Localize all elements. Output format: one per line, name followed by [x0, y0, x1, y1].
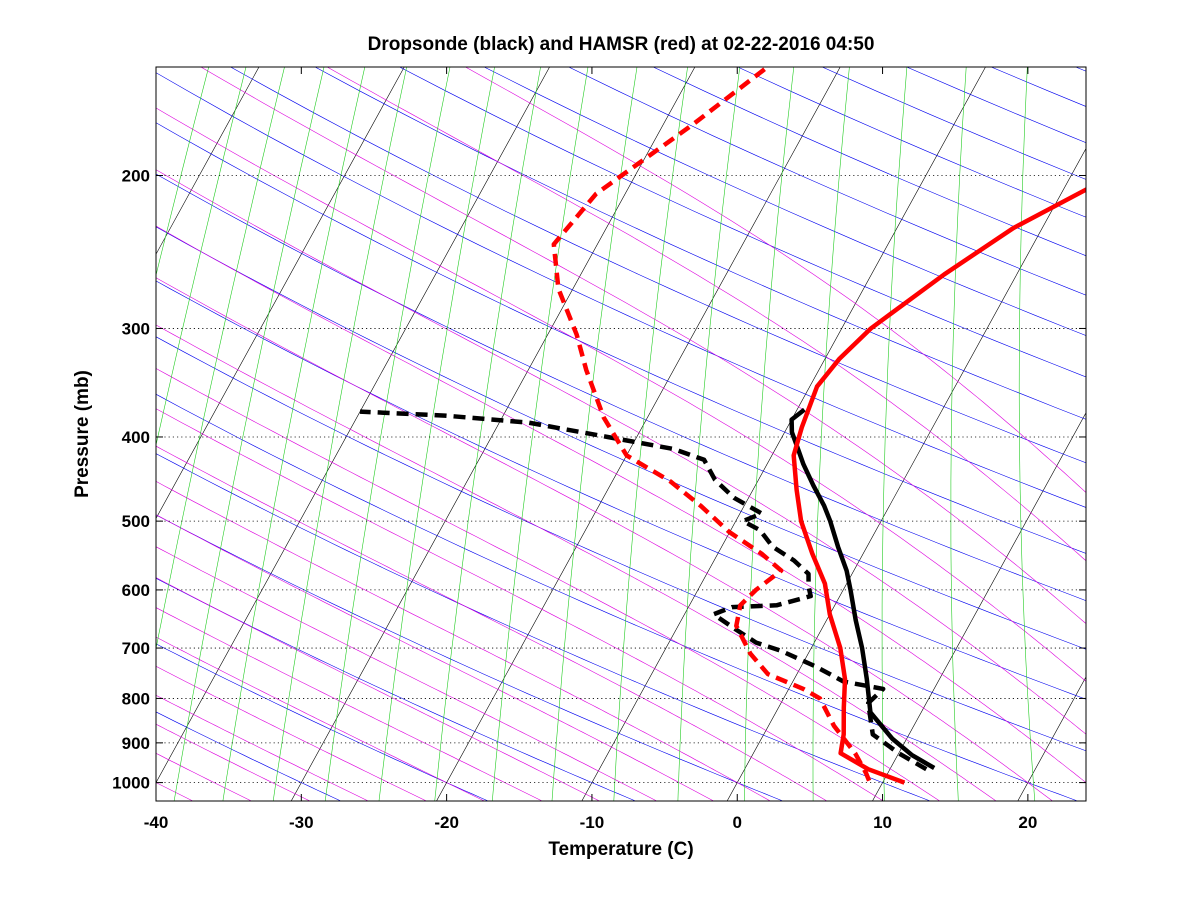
x-axis-label: Temperature (C) [548, 839, 693, 860]
hamsr-dewpoint-line [551, 67, 872, 782]
moist-adiabat-line [156, 225, 1086, 783]
mixing-ratio-line [744, 67, 795, 801]
y-axis-label: Pressure (mb) [72, 370, 93, 498]
moist-adiabat-line [200, 67, 1086, 625]
dry-adiabat-line [230, 67, 1086, 464]
moist-adiabat-line [156, 277, 1053, 801]
isotherm-line [872, 412, 1086, 801]
moist-adiabat-line [156, 694, 369, 801]
moist-adiabat-line [156, 169, 1086, 735]
isotherm-line [156, 67, 260, 255]
isotherm-line [156, 67, 550, 784]
y-tick-label: 700 [122, 639, 150, 658]
y-tick-label: 600 [122, 581, 150, 600]
moist-adiabat-line [156, 107, 1086, 682]
y-tick-label: 300 [122, 319, 150, 338]
isotherm-line [581, 67, 986, 801]
mixing-ratio-line [156, 67, 247, 447]
isotherm-line [290, 67, 696, 801]
y-tick-label: 900 [122, 734, 150, 753]
hamsr-temperature-line [791, 187, 1086, 785]
x-tick-label: -40 [144, 813, 169, 832]
x-tick-label: 20 [1018, 813, 1037, 832]
moist-adiabat-line [156, 607, 543, 801]
chart-title: Dropsonde (black) and HAMSR (red) at 02-… [368, 34, 875, 55]
dry-adiabat-line [399, 67, 1086, 378]
dry-adiabat-line [156, 643, 489, 801]
moist-adiabat-line [156, 577, 600, 801]
dry-adiabat-line [156, 711, 341, 801]
isotherm-line [726, 147, 1086, 801]
y-tick-label: 200 [122, 167, 150, 186]
x-tick-label: -30 [289, 813, 314, 832]
dry-adiabat-line [156, 173, 1086, 601]
dry-adiabat-line [156, 280, 1086, 700]
x-tick-label: 0 [733, 813, 742, 832]
x-tick-label: -10 [580, 813, 605, 832]
moist-adiabat-line [156, 546, 657, 801]
mixing-ratio-line [378, 67, 495, 801]
mixing-ratio-line [613, 67, 688, 801]
y-tick-label: 400 [122, 428, 150, 447]
moist-adiabat-line [156, 324, 997, 801]
plot-frame [155, 66, 1087, 802]
moist-adiabat-line [156, 445, 828, 801]
dropsonde-dewpoint-line [359, 409, 928, 772]
y-tick-label: 1000 [112, 774, 150, 793]
mixing-ratio-line [677, 67, 741, 801]
moist-adiabat-line [156, 723, 311, 801]
dry-adiabat-line [156, 122, 1086, 554]
moist-adiabat-line [156, 368, 940, 801]
data-series [359, 67, 1086, 785]
mixing-ratio-line [950, 67, 967, 801]
mixing-ratio-line [551, 67, 638, 801]
x-tick-label: -20 [434, 813, 459, 832]
y-tick-label: 800 [122, 689, 150, 708]
moist-adiabat-line [156, 665, 427, 801]
x-tick-label: 10 [873, 813, 892, 832]
moist-adiabat-line [465, 67, 1086, 493]
y-tick-label: 500 [122, 512, 150, 531]
moist-adiabat-line [156, 514, 714, 801]
isotherm-line [1017, 676, 1086, 801]
moist-adiabat-line [156, 408, 884, 801]
moist-adiabat-line [156, 481, 771, 801]
moist-adiabat-line [156, 636, 485, 801]
dry-adiabat-line [156, 226, 1086, 650]
